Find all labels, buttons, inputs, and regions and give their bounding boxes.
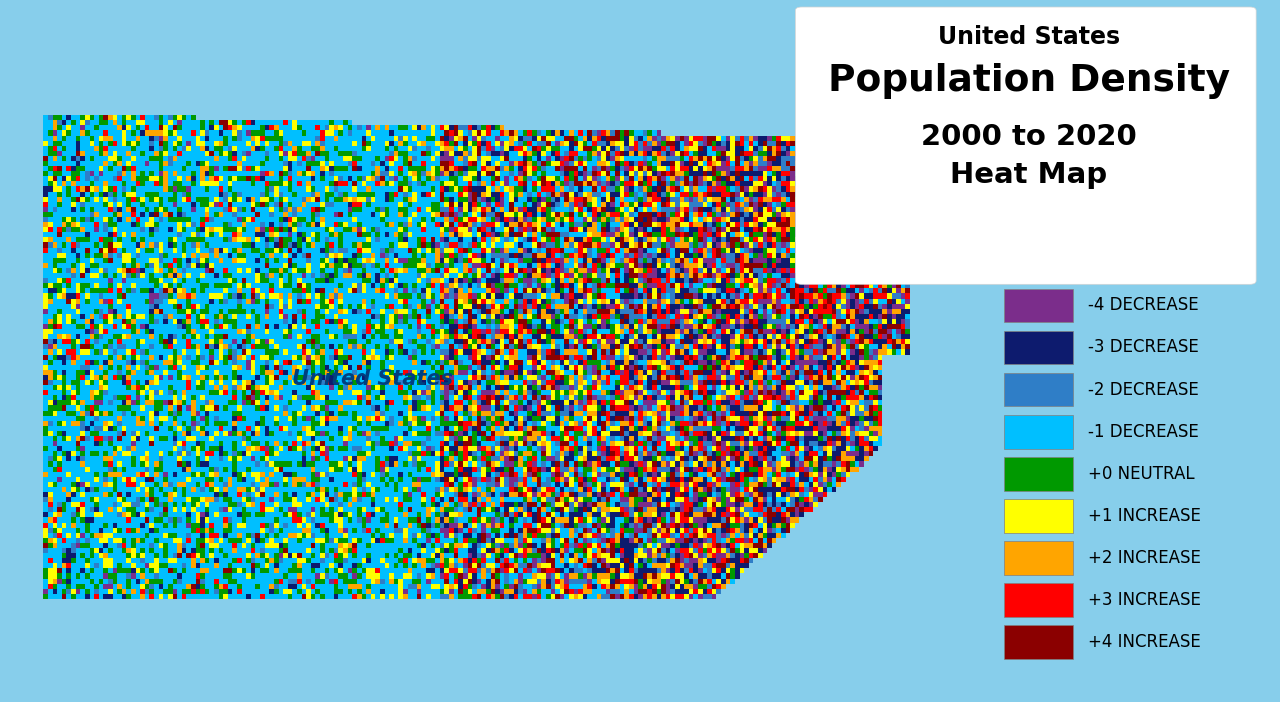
Text: 2000 to 2020: 2000 to 2020 bbox=[922, 123, 1137, 151]
Text: +2 INCREASE: +2 INCREASE bbox=[1088, 549, 1201, 567]
FancyBboxPatch shape bbox=[1004, 415, 1073, 449]
Text: United States: United States bbox=[938, 25, 1120, 48]
FancyBboxPatch shape bbox=[1004, 541, 1073, 575]
FancyBboxPatch shape bbox=[1004, 373, 1073, 406]
FancyBboxPatch shape bbox=[1004, 289, 1073, 322]
Text: United States: United States bbox=[292, 369, 453, 389]
FancyBboxPatch shape bbox=[1004, 583, 1073, 617]
Text: Heat Map: Heat Map bbox=[950, 161, 1107, 190]
Text: +3 INCREASE: +3 INCREASE bbox=[1088, 591, 1201, 609]
Text: -3 DECREASE: -3 DECREASE bbox=[1088, 338, 1199, 357]
Text: +0 NEUTRAL: +0 NEUTRAL bbox=[1088, 465, 1194, 483]
FancyBboxPatch shape bbox=[1004, 331, 1073, 364]
Text: Population Density: Population Density bbox=[828, 63, 1230, 99]
Text: -4 DECREASE: -4 DECREASE bbox=[1088, 296, 1199, 314]
FancyBboxPatch shape bbox=[1004, 457, 1073, 491]
FancyBboxPatch shape bbox=[1004, 625, 1073, 659]
FancyBboxPatch shape bbox=[1004, 499, 1073, 533]
Text: +4 INCREASE: +4 INCREASE bbox=[1088, 633, 1201, 651]
FancyBboxPatch shape bbox=[795, 7, 1256, 284]
Text: -1 DECREASE: -1 DECREASE bbox=[1088, 423, 1199, 441]
Text: -2 DECREASE: -2 DECREASE bbox=[1088, 380, 1199, 399]
Text: +1 INCREASE: +1 INCREASE bbox=[1088, 507, 1201, 525]
